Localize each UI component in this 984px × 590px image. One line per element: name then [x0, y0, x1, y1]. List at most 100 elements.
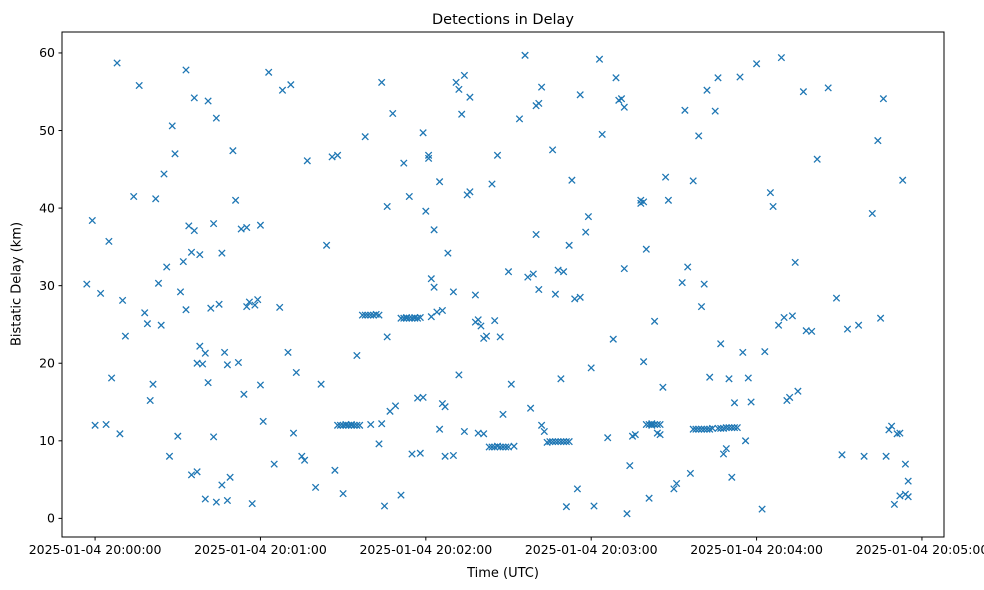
- scatter-marker: [532, 230, 540, 239]
- scatter-marker: [248, 499, 256, 508]
- scatter-marker: [719, 450, 728, 458]
- scatter-marker: [424, 154, 433, 163]
- scatter-marker: [799, 88, 808, 96]
- scatter-marker: [187, 471, 196, 479]
- scatter-marker: [695, 425, 703, 433]
- y-tick-label: 0: [47, 511, 55, 526]
- scatter-marker: [706, 373, 714, 381]
- scatter-marker: [96, 289, 105, 298]
- scatter-marker: [901, 460, 910, 468]
- scatter-marker: [584, 212, 593, 221]
- scatter-marker: [689, 425, 697, 433]
- scatter-marker: [477, 322, 485, 330]
- scatter-marker: [557, 437, 565, 446]
- scatter-marker: [353, 351, 361, 360]
- scatter-marker: [598, 130, 606, 139]
- scatter-marker: [157, 321, 165, 329]
- scatter-marker: [176, 288, 185, 296]
- scatter-marker: [499, 443, 507, 451]
- scatter-marker: [623, 510, 631, 518]
- scatter-marker: [540, 427, 548, 436]
- scatter-marker: [240, 390, 248, 398]
- scatter-marker: [303, 157, 311, 165]
- scatter-marker: [435, 178, 444, 186]
- scatter-marker: [791, 258, 799, 267]
- scatter-marker: [196, 342, 204, 350]
- scatter-marker: [218, 249, 226, 257]
- scatter-marker: [182, 306, 190, 314]
- scatter-marker: [441, 403, 449, 411]
- scatter-marker: [83, 280, 91, 288]
- scatter-marker: [838, 451, 846, 459]
- y-tick-label: 20: [39, 356, 55, 371]
- scatter-marker: [551, 290, 560, 298]
- scatter-marker: [474, 316, 482, 324]
- scatter-marker: [697, 425, 706, 433]
- scatter-marker: [278, 86, 287, 94]
- scatter-marker: [656, 420, 664, 429]
- scatter-marker: [631, 430, 639, 439]
- scatter-marker: [620, 264, 628, 273]
- scatter-marker: [358, 311, 367, 319]
- scatter-marker: [223, 361, 232, 369]
- scatter-marker: [146, 396, 154, 405]
- scatter-marker: [375, 311, 383, 319]
- scatter-marker: [220, 348, 229, 357]
- scatter-marker: [441, 452, 449, 460]
- scatter-marker: [91, 421, 99, 429]
- scatter-marker: [378, 420, 386, 428]
- scatter-marker: [794, 387, 802, 395]
- scatter-marker: [135, 81, 143, 90]
- scatter-marker: [333, 421, 342, 429]
- scatter-marker: [444, 249, 452, 257]
- scatter-marker: [766, 188, 775, 197]
- scatter-marker: [689, 177, 697, 185]
- scatter-marker: [256, 221, 265, 229]
- scatter-marker: [154, 279, 163, 287]
- scatter-marker: [722, 423, 730, 432]
- scatter-marker: [496, 443, 504, 451]
- scatter-marker: [728, 423, 736, 432]
- scatter-marker: [788, 312, 797, 320]
- scatter-marker: [758, 505, 766, 513]
- scatter-marker: [609, 335, 617, 343]
- scatter-marker: [686, 469, 695, 478]
- scatter-marker: [904, 477, 912, 485]
- scatter-marker: [356, 421, 364, 429]
- scatter-marker: [287, 81, 295, 89]
- scatter-marker: [460, 71, 469, 80]
- scatter-marker: [424, 151, 433, 159]
- scatter-marker: [672, 479, 681, 488]
- scatter-marker: [774, 321, 783, 329]
- x-tick-label: 2025-01-04 20:02:00: [359, 542, 492, 557]
- scatter-marker: [243, 223, 251, 232]
- scatter-marker: [568, 176, 576, 184]
- scatter-marker: [435, 425, 444, 433]
- scatter-marker: [419, 129, 427, 137]
- scatter-marker: [670, 485, 678, 493]
- scatter-marker: [331, 466, 339, 474]
- scatter-marker: [645, 494, 653, 502]
- scatter-marker: [573, 485, 582, 493]
- scatter-marker: [317, 380, 325, 388]
- scatter-marker: [300, 456, 309, 464]
- scatter-marker: [876, 314, 885, 322]
- scatter-marker: [650, 317, 659, 325]
- y-tick-label: 10: [39, 433, 55, 448]
- scatter-marker: [182, 66, 190, 74]
- scatter-marker: [535, 99, 543, 108]
- scatter-marker: [364, 311, 372, 319]
- scatter-marker: [502, 443, 510, 451]
- scatter-marker: [118, 296, 127, 305]
- scatter-marker: [408, 450, 416, 458]
- scatter-marker: [190, 94, 198, 102]
- scatter-marker: [452, 78, 460, 87]
- scatter-marker: [524, 273, 532, 281]
- scatter-marker: [243, 302, 251, 311]
- scatter-marker: [507, 380, 515, 388]
- scatter-marker: [460, 427, 469, 436]
- scatter-marker: [559, 268, 568, 276]
- scatter-marker: [223, 496, 232, 505]
- scatter-marker: [548, 146, 557, 154]
